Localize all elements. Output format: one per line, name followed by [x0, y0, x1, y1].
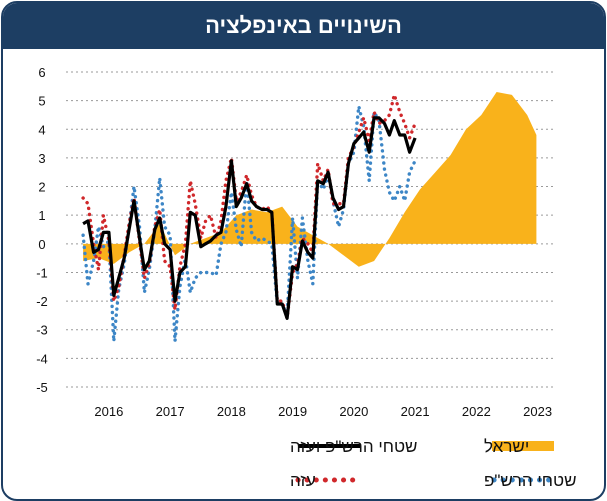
legend-label-territories-gaza: שטחי הרש"פ ועזה: [290, 437, 417, 456]
title-bar: השינויים באינפלציה: [3, 3, 604, 49]
y-tick-label: -1: [36, 265, 48, 280]
y-tick-label: -3: [36, 323, 48, 338]
x-tick-label: 2021: [401, 404, 430, 419]
y-tick-label: 1: [38, 208, 45, 223]
series-line-territories: [81, 105, 417, 342]
legend-label-israel: ישראל: [484, 437, 529, 456]
legend-label-gaza: עזה: [290, 471, 316, 490]
x-tick-label: 2022: [462, 404, 491, 419]
x-tick-label: 2017: [156, 404, 185, 419]
x-tick-label: 2016: [94, 404, 123, 419]
y-tick-label: 3: [38, 151, 45, 166]
series-line-territories-gaza: [82, 116, 417, 320]
legend: ישראל שטחי הרש"פ ועזה שטחי הרש"פ עזה: [290, 437, 577, 490]
legend-label-territories: שטחי הרש"פ: [484, 471, 577, 490]
y-tick-label: 4: [38, 122, 45, 137]
y-tick-label: 0: [38, 237, 45, 252]
area-layer: [83, 92, 537, 267]
x-axis: 2016 2017 2018 2019 2020 2021 2022 2023: [94, 404, 552, 419]
y-tick-label: -4: [36, 351, 48, 366]
y-tick-label: 2: [38, 180, 45, 195]
series-area-israel: [83, 92, 537, 267]
x-tick-label: 2018: [217, 404, 246, 419]
series-line-gaza: [81, 88, 417, 319]
chart-title: השינויים באינפלציה: [205, 13, 402, 38]
y-tick-label: 5: [38, 94, 45, 109]
y-axis: 6 5 4 3 2 1 0 -1 -2 -3 -4 -5: [36, 65, 48, 395]
x-tick-label: 2019: [278, 404, 307, 419]
x-tick-label: 2020: [339, 404, 368, 419]
grid-layer: [66, 71, 556, 388]
x-tick-label: 2023: [523, 404, 552, 419]
line-layer: [81, 88, 417, 342]
y-tick-label: -5: [36, 380, 48, 395]
y-tick-label: 6: [38, 65, 45, 80]
y-tick-label: -2: [36, 294, 48, 309]
